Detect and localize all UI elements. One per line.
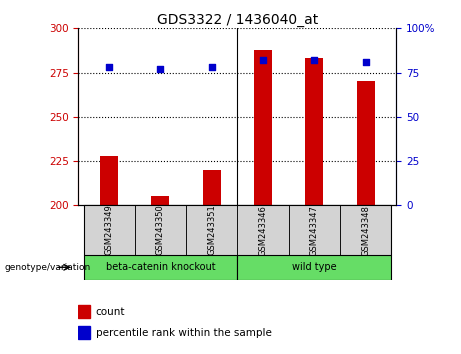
Text: count: count — [96, 307, 125, 316]
Text: GSM243346: GSM243346 — [259, 205, 267, 256]
Bar — [152, 196, 170, 205]
Text: GSM243347: GSM243347 — [310, 205, 319, 256]
Bar — [237, 255, 391, 280]
Bar — [357, 81, 375, 205]
Title: GDS3322 / 1436040_at: GDS3322 / 1436040_at — [157, 13, 318, 27]
Bar — [289, 205, 340, 255]
Bar — [305, 58, 323, 205]
Bar — [186, 205, 237, 255]
Text: genotype/variation: genotype/variation — [5, 263, 91, 272]
Text: GSM243348: GSM243348 — [361, 205, 370, 256]
Point — [311, 57, 318, 63]
Bar — [203, 170, 221, 205]
Text: GSM243349: GSM243349 — [105, 205, 114, 256]
Text: percentile rank within the sample: percentile rank within the sample — [96, 328, 272, 338]
Bar — [254, 50, 272, 205]
Bar — [78, 305, 89, 318]
Point — [260, 57, 267, 63]
Bar — [340, 205, 391, 255]
Bar — [83, 255, 237, 280]
Text: beta-catenin knockout: beta-catenin knockout — [106, 262, 215, 272]
Text: GSM243351: GSM243351 — [207, 205, 216, 256]
Bar — [237, 205, 289, 255]
Point — [362, 59, 369, 65]
Point — [208, 64, 215, 70]
Bar — [100, 156, 118, 205]
Bar — [78, 326, 89, 339]
Point — [157, 66, 164, 72]
Point — [106, 64, 113, 70]
Bar — [83, 205, 135, 255]
Bar — [135, 205, 186, 255]
Text: wild type: wild type — [292, 262, 337, 272]
Text: GSM243350: GSM243350 — [156, 205, 165, 256]
